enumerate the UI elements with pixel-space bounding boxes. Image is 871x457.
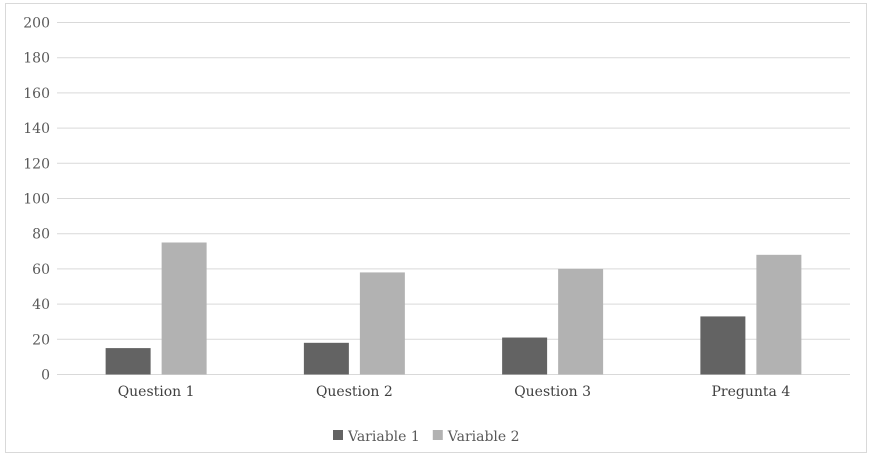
y-tick-label: 180 bbox=[23, 51, 50, 67]
bar-1-2 bbox=[303, 342, 349, 375]
y-tick-label: 80 bbox=[32, 227, 50, 243]
category-label: Question 2 bbox=[316, 384, 393, 400]
bar-2-3 bbox=[558, 268, 604, 375]
bar-2-2 bbox=[359, 272, 405, 375]
y-tick-label: 20 bbox=[32, 332, 50, 348]
category-label: Pregunta 4 bbox=[712, 384, 791, 400]
y-tick-label: 160 bbox=[23, 86, 50, 102]
legend-swatch-1 bbox=[333, 430, 343, 440]
category-label: Question 1 bbox=[118, 384, 195, 400]
y-tick-label: 200 bbox=[23, 16, 50, 32]
bar-2-4 bbox=[756, 254, 802, 375]
bar-1-1 bbox=[105, 348, 151, 375]
category-label: Question 3 bbox=[514, 384, 591, 400]
y-tick-label: 60 bbox=[32, 262, 50, 278]
bar-1-4 bbox=[700, 316, 746, 375]
y-tick-label: 0 bbox=[41, 368, 50, 384]
bar-1-3 bbox=[502, 337, 548, 375]
legend-swatch-2 bbox=[432, 430, 443, 440]
bar-2-1 bbox=[161, 242, 207, 375]
y-tick-label: 140 bbox=[23, 121, 50, 137]
legend-label-1: Variable 1 bbox=[347, 429, 420, 445]
legend-label-2: Variable 2 bbox=[447, 429, 520, 445]
y-tick-label: 120 bbox=[23, 156, 50, 172]
chart-border bbox=[5, 3, 867, 453]
y-tick-label: 100 bbox=[23, 192, 50, 208]
y-tick-label: 40 bbox=[32, 297, 50, 313]
